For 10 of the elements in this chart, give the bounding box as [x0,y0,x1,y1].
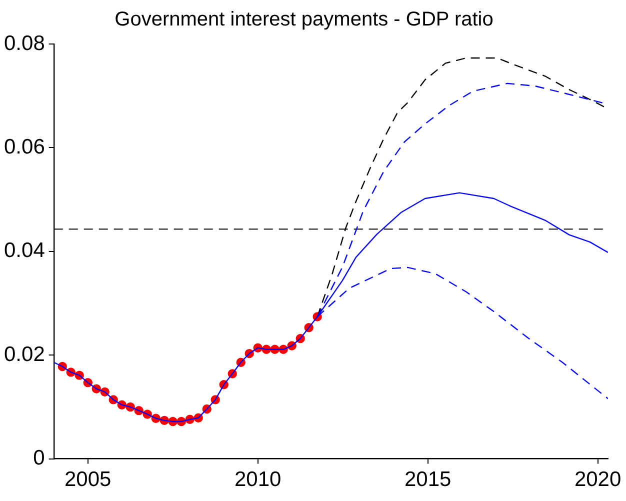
y-tick-label: 0.06 [4,135,45,158]
x-tick-label: 2010 [234,468,282,492]
y-tick-label: 0.02 [4,342,45,366]
x-tick-label: 2015 [404,468,452,492]
y-tick-label: 0.04 [4,239,46,262]
x-tick-label: 2005 [64,468,112,492]
y-tick-label: 0.08 [4,32,45,55]
chart-title: Government interest payments - GDP ratio [114,8,494,31]
x-tick-label: 2020 [574,468,622,492]
y-tick-label: 0 [33,446,45,470]
